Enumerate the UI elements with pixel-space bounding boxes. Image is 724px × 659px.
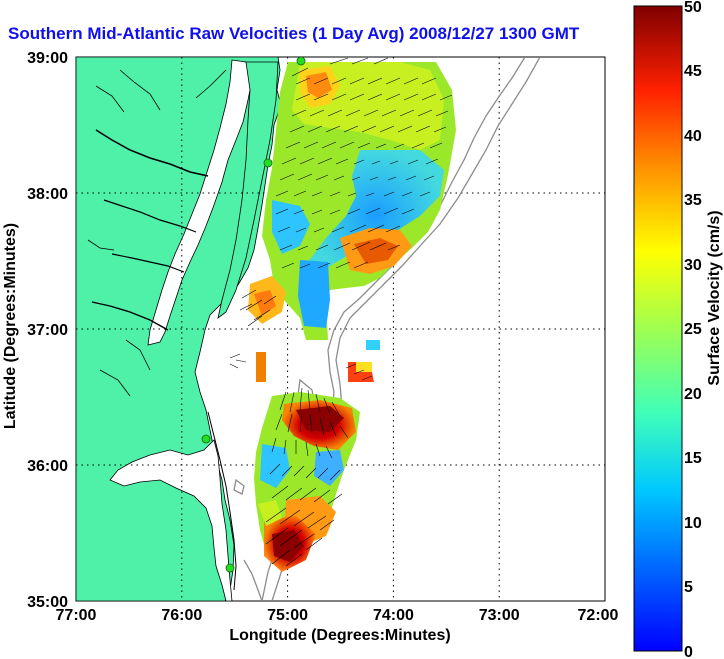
albemarle-pamlico-sound [109,439,233,601]
rappahannock-river [103,199,197,233]
colorbar-tick: 10 [684,515,702,532]
velocity-field-south [254,392,360,572]
x-tick: 75:00 [267,607,308,624]
y-tick: 36:00 [27,458,68,475]
x-tick: 76:00 [161,607,202,624]
colorbar-tick: 15 [684,450,702,467]
y-tick: 37:00 [27,322,68,339]
colorbar-tick: 40 [684,128,702,145]
x-tick: 73:00 [479,607,520,624]
colorbar-gradient [633,5,683,652]
x-axis: 77:00 76:00 75:00 74:00 73:00 72:00 Long… [56,607,619,644]
y-axis: 39:00 38:00 37:00 36:00 35:00 Latitude (… [2,50,68,611]
eastern-shore [217,61,279,319]
outer-banks [207,411,237,591]
radar-stations [201,57,306,573]
velocity-vectors [229,57,453,567]
y-axis-label: Latitude (Degrees:Minutes) [2,223,19,429]
colorbar-tick: 30 [684,257,702,274]
york-river [111,253,185,273]
colorbar-tick: 5 [684,579,693,596]
colorbar-tick: 25 [684,321,702,338]
river-network [87,69,227,397]
x-axis-label: Longitude (Degrees:Minutes) [229,627,450,644]
colorbar-label: Surface Velocity (cm/s) [706,210,723,385]
x-tick: 77:00 [56,607,97,624]
map-title: Southern Mid-Atlantic Raw Velocities (1 … [8,24,580,43]
y-tick: 35:00 [27,594,68,611]
velocity-field-north [248,62,456,382]
colorbar-tick: 0 [684,644,693,659]
y-tick: 38:00 [27,186,68,203]
x-tick: 74:00 [373,607,414,624]
colorbar-tick: 50 [684,0,702,16]
potomac-river [95,129,209,177]
colorbar-ticks: 50 45 40 35 30 25 20 15 10 5 0 [684,0,702,659]
colorbar-tick: 45 [684,63,702,80]
y-tick: 39:00 [27,50,68,67]
x-tick: 72:00 [578,607,619,624]
colorbar-tick: 20 [684,386,702,403]
colorbar-tick: 35 [684,192,702,209]
james-river [91,301,169,331]
